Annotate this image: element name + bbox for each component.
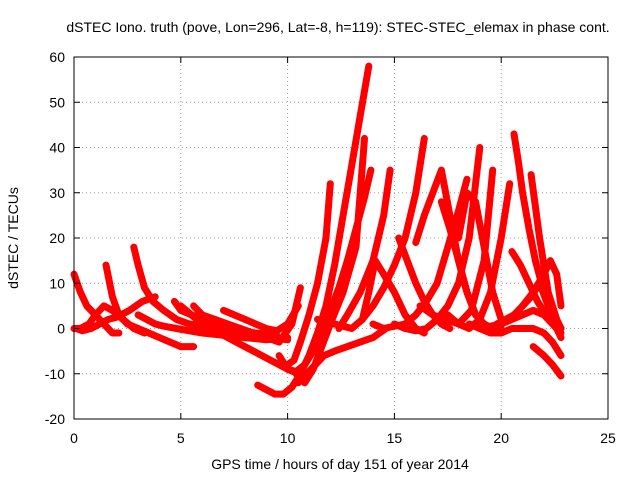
series-line-18	[358, 257, 428, 337]
x-tick-label: 5	[177, 430, 185, 446]
y-tick-label: -20	[45, 411, 65, 427]
x-tick-label: 0	[70, 430, 78, 446]
series-line-6	[134, 311, 292, 344]
y-tick-label: 50	[49, 94, 65, 110]
chart-title: dSTEC Iono. truth (pove, Lon=296, Lat=-8…	[66, 19, 609, 35]
series-line-28	[476, 325, 565, 360]
series-line-4	[102, 261, 198, 351]
ticks	[73, 56, 609, 420]
series-line-25	[444, 180, 514, 332]
x-tick-label: 15	[387, 430, 403, 446]
series-line-3	[72, 293, 159, 335]
series-line-33	[529, 343, 565, 380]
series-line-9	[190, 284, 304, 346]
series-line-16	[314, 134, 428, 332]
y-tick-label: 40	[49, 140, 65, 156]
x-axis-label: GPS time / hours of day 151 of year 2014	[211, 456, 469, 472]
y-tick-label: 30	[49, 185, 65, 201]
x-tick-label: 10	[280, 430, 296, 446]
y-tick-label: 60	[49, 49, 65, 65]
series-line-26	[455, 189, 505, 323]
series-line-13	[284, 180, 334, 369]
series-line-15	[294, 325, 390, 387]
series-line-20	[395, 234, 454, 332]
series-line-14	[292, 134, 368, 387]
x-tick-label: 20	[493, 430, 509, 446]
series-group	[70, 62, 565, 398]
y-tick-label: -10	[45, 366, 65, 382]
x-tick-label: 25	[600, 430, 616, 446]
tick-labels: 0 5 10 15 20 25 -20 -10 0 10 20 30 40 50 60	[45, 49, 616, 446]
y-tick-label: 0	[57, 321, 65, 337]
series-line-17	[335, 166, 394, 332]
y-axis-label: dSTEC / TECUs	[5, 187, 21, 289]
series-line-10	[220, 302, 302, 335]
y-tick-label: 10	[49, 275, 65, 291]
y-tick-label: 20	[49, 230, 65, 246]
series-line-34	[493, 279, 565, 342]
